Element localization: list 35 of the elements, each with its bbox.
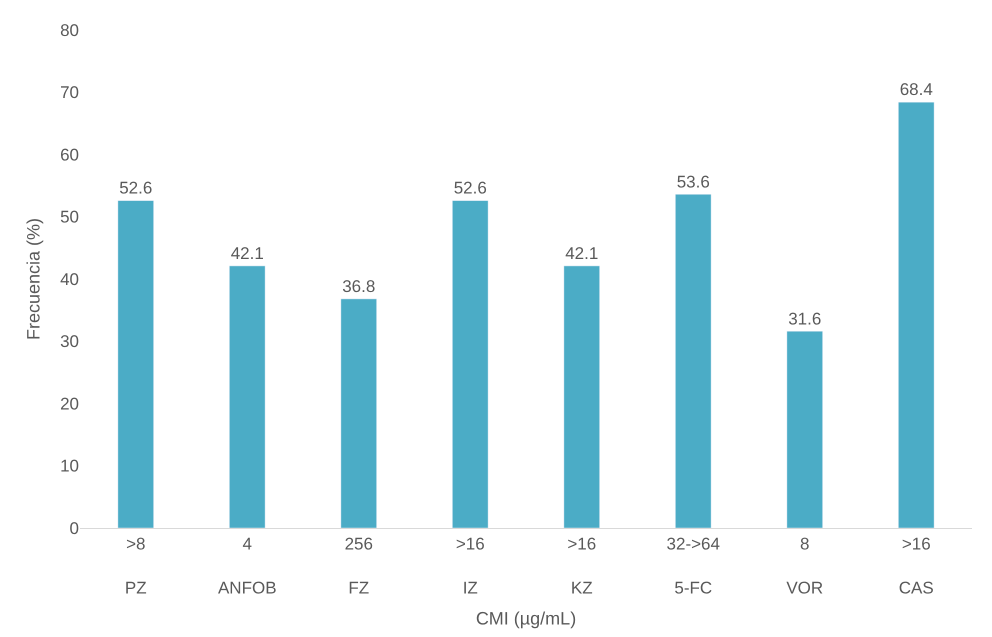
y-tick-label: 70: [60, 83, 79, 102]
y-tick-label: 80: [60, 20, 79, 40]
data-label: 68.4: [900, 80, 933, 100]
category-label: >16 IZ: [456, 534, 485, 598]
category-label: >16 CAS: [898, 534, 934, 598]
category-label: 256 FZ: [344, 534, 373, 598]
bar: [786, 331, 823, 528]
y-tick-label: 10: [60, 456, 79, 476]
y-tick-label: 60: [60, 145, 79, 164]
data-label: 42.1: [565, 244, 598, 263]
category-label: >8 PZ: [124, 534, 147, 598]
y-tick-label: 50: [60, 208, 79, 227]
data-label: 36.8: [342, 276, 376, 296]
bar: [118, 200, 154, 528]
bar: [675, 194, 712, 528]
y-axis-title: Frecuencia (%): [23, 218, 44, 340]
bar: [452, 200, 488, 528]
bar: [229, 266, 266, 528]
data-label: 52.6: [454, 178, 487, 198]
category-label: >16 KZ: [567, 534, 596, 598]
data-label: 52.6: [119, 178, 152, 198]
y-tick-label: 30: [60, 332, 79, 352]
data-label: 53.6: [676, 172, 710, 192]
x-axis-title: CMI (µg/mL): [476, 608, 576, 629]
bar: [340, 298, 377, 528]
category-label: 4 ANFOB: [218, 534, 277, 598]
y-tick-label: 40: [60, 270, 79, 289]
data-label: 31.6: [788, 309, 822, 328]
y-tick-label: 20: [60, 394, 79, 414]
category-label: 32->64 5-FC: [666, 534, 720, 598]
category-label: 8 VOR: [786, 534, 824, 598]
data-label: 42.1: [230, 244, 264, 263]
bar: [898, 102, 934, 528]
y-tick-label: 0: [70, 518, 79, 538]
bar: [564, 266, 600, 528]
